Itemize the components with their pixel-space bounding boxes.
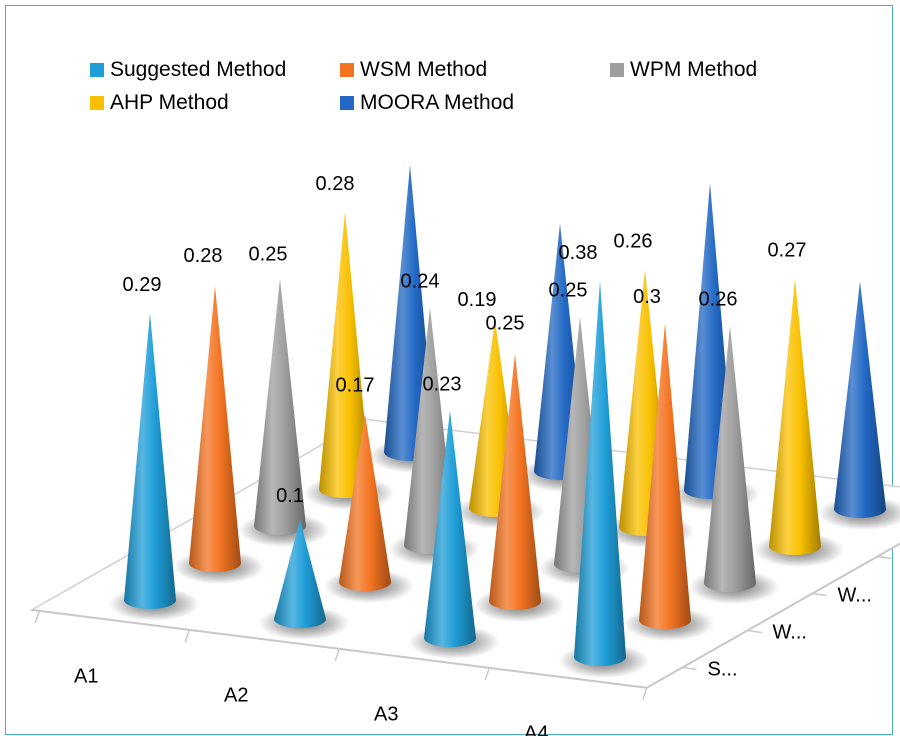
cone-bar bbox=[688, 325, 780, 605]
depth-label: W... bbox=[773, 621, 807, 643]
category-label: A1 bbox=[74, 665, 98, 687]
cone-bar bbox=[258, 520, 350, 641]
cone-body bbox=[424, 410, 476, 647]
legend-label: Suggested Method bbox=[110, 58, 287, 81]
cone-body bbox=[769, 278, 821, 555]
depth-tick bbox=[877, 555, 892, 560]
category-tick bbox=[184, 629, 190, 643]
cone-body bbox=[339, 413, 391, 591]
legend-label: AHP Method bbox=[110, 91, 229, 114]
category-tick bbox=[334, 648, 340, 662]
depth-label: S... bbox=[708, 658, 738, 680]
data-label: 0.29 bbox=[123, 274, 162, 296]
cone-bar bbox=[408, 410, 500, 660]
legend-item: WPM Method bbox=[610, 58, 757, 82]
data-label: 0.26 bbox=[614, 231, 653, 253]
data-label: 0.28 bbox=[316, 173, 355, 195]
legend-swatch bbox=[340, 63, 354, 77]
data-label: 0.28 bbox=[184, 245, 223, 267]
cone-bar bbox=[108, 312, 200, 622]
cone-body bbox=[489, 353, 541, 610]
legend: Suggested Method WSM Method WPM Method AHP … bbox=[90, 58, 810, 124]
cone-body bbox=[319, 211, 371, 499]
category-label: A3 bbox=[374, 703, 398, 725]
legend-item: MOORA Method bbox=[340, 91, 514, 115]
legend-item: AHP Method bbox=[90, 91, 229, 115]
category-label: A2 bbox=[224, 684, 248, 706]
legend-swatch bbox=[610, 63, 624, 77]
category-tick bbox=[34, 610, 40, 624]
legend-label: WPM Method bbox=[630, 58, 758, 81]
cone-body bbox=[274, 520, 326, 628]
legend-swatch bbox=[90, 96, 104, 110]
category-tick bbox=[642, 687, 648, 701]
depth-tick bbox=[747, 629, 762, 634]
data-label: 0.25 bbox=[486, 313, 525, 335]
cone-body bbox=[124, 312, 176, 609]
cone-bar bbox=[473, 353, 565, 623]
floor-side-edge bbox=[646, 542, 900, 689]
cone-body bbox=[254, 278, 306, 535]
cone-bar bbox=[753, 278, 845, 568]
category-tick bbox=[484, 667, 490, 681]
cone-bar bbox=[238, 278, 330, 548]
depth-label: W... bbox=[838, 584, 872, 606]
legend-swatch bbox=[340, 96, 354, 110]
data-label: 0.27 bbox=[768, 240, 807, 262]
cone-body bbox=[834, 281, 886, 518]
cone-bar bbox=[323, 413, 415, 604]
depth-tick bbox=[812, 592, 827, 597]
legend-item: WSM Method bbox=[340, 58, 487, 82]
data-label: 0.3 bbox=[633, 286, 661, 308]
legend-label: WSM Method bbox=[360, 58, 488, 81]
cone-bar bbox=[173, 285, 265, 585]
cone-body bbox=[574, 280, 626, 666]
data-label: 0.19 bbox=[458, 289, 497, 311]
legend-label: MOORA Method bbox=[360, 91, 515, 114]
data-label: 0.25 bbox=[549, 280, 588, 302]
data-label: 0.23 bbox=[423, 373, 462, 395]
data-label: 0.24 bbox=[401, 270, 440, 292]
data-label: 0.26 bbox=[699, 289, 738, 311]
category-label: A4 bbox=[524, 722, 548, 736]
legend-item: Suggested Method bbox=[90, 58, 286, 82]
cone-body bbox=[639, 323, 691, 629]
cone-body bbox=[189, 285, 241, 572]
data-label: 0.1 bbox=[276, 485, 304, 507]
data-label: 0.38 bbox=[559, 242, 598, 264]
cone-bar bbox=[818, 281, 900, 531]
data-label: 0.25 bbox=[249, 244, 288, 266]
data-label: 0.17 bbox=[336, 375, 375, 397]
cone-body bbox=[704, 325, 756, 592]
depth-tick bbox=[682, 666, 697, 671]
legend-swatch bbox=[90, 63, 104, 77]
cone-bar bbox=[558, 280, 650, 679]
cone-bar bbox=[623, 323, 715, 642]
